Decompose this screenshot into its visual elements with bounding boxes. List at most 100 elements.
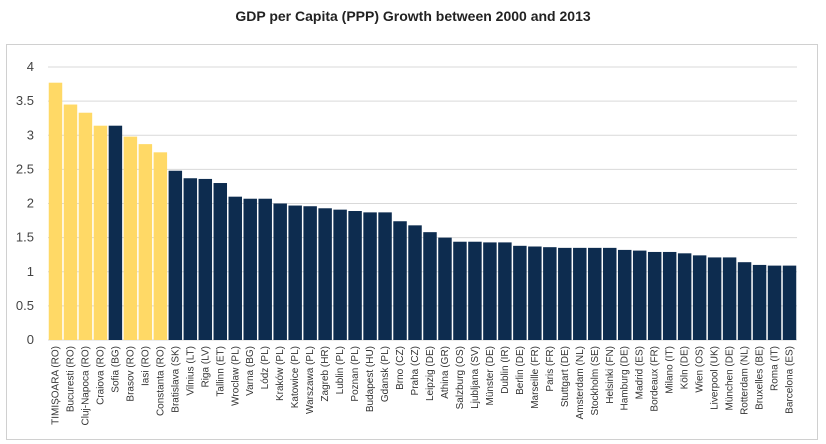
bar (752, 264, 767, 340)
bar (588, 247, 602, 340)
x-tick-label: Madrid (ES) (635, 346, 646, 399)
bar (318, 208, 332, 340)
x-tick-label: Constanta (RO) (155, 346, 166, 416)
x-tick-label: Rotterdam (NL) (740, 346, 751, 415)
x-tick-label: Leipzig (DE) (425, 346, 436, 401)
bar (198, 178, 213, 340)
x-tick-label: Bordeaux (FR) (650, 346, 661, 412)
bar (647, 251, 662, 340)
x-tick-label: Vilnius (LT) (185, 346, 196, 396)
y-tick-label: 2.5 (16, 161, 34, 176)
y-tick-label: 0 (27, 332, 34, 347)
x-tick-label: Stockholm (SE) (590, 346, 601, 415)
bar (423, 232, 437, 340)
bar (168, 170, 183, 340)
chart-title: GDP per Capita (PPP) Growth between 2000… (235, 8, 591, 24)
bar (603, 247, 617, 340)
bar (153, 152, 168, 340)
bar (513, 245, 527, 340)
bar (393, 221, 407, 340)
x-tick-label: Stuttgart (DE) (560, 346, 571, 407)
x-tick-label: Kraków (PL) (275, 346, 286, 401)
x-tick-label: Craiova (RO) (95, 346, 106, 405)
bar (138, 144, 153, 340)
x-tick-label: Bucuresti (RO) (65, 346, 76, 412)
bar (498, 242, 512, 340)
bar (243, 198, 257, 340)
bar (722, 257, 737, 340)
x-tick-label: TIMIȘOARA (RO) (50, 346, 61, 425)
bar (48, 82, 63, 340)
x-tick-label: Budapest (HU) (365, 346, 376, 412)
x-tick-label: Athina (GR) (440, 346, 451, 399)
bar (258, 198, 272, 340)
y-tick-label: 1 (27, 264, 34, 279)
bar (303, 206, 317, 340)
chart-frame (6, 44, 818, 440)
x-tick-label: Varna (BG) (245, 346, 256, 396)
bar (363, 212, 377, 340)
y-tick-label: 0.5 (16, 298, 34, 313)
bar (228, 196, 242, 340)
bar (558, 247, 572, 340)
y-tick-label: 2 (27, 196, 34, 211)
x-tick-label: Bruxelles (BE) (755, 346, 766, 410)
bar (782, 265, 797, 340)
x-tick-label: Berlin (DE) (515, 346, 526, 395)
bar (543, 247, 557, 340)
x-tick-label: Köln (DE) (680, 346, 691, 389)
x-tick-label: Barcelona (ES) (785, 346, 796, 414)
x-tick-label: Wroclaw (PL) (230, 346, 241, 406)
bar (123, 136, 138, 340)
x-tick-label: München (DE) (725, 346, 736, 410)
x-tick-label: Lublin (PL) (335, 346, 346, 394)
x-tick-label: Wien (OS) (695, 346, 706, 393)
x-tick-label: Ljubljana (SV) (470, 346, 481, 409)
bar (273, 203, 287, 340)
bar (632, 250, 647, 340)
x-tick-label: Milano (IT) (665, 346, 676, 394)
x-tick-label: Lódz (PL) (260, 346, 271, 389)
x-tick-label: Salzburg (OS) (455, 346, 466, 409)
x-tick-label: Paris (FR) (545, 346, 556, 392)
bar (737, 262, 752, 340)
x-tick-label: Münster (DE) (485, 346, 496, 405)
x-tick-label: Katowice (PL) (290, 346, 301, 408)
x-tick-label: Amsterdam (NL) (575, 346, 586, 419)
x-tick-label: Brno (CZ) (395, 346, 406, 390)
x-tick-label: Gdansk (PL) (380, 346, 391, 402)
bar (767, 265, 782, 340)
bar (528, 246, 542, 340)
x-tick-label: Hamburg (DE) (620, 346, 631, 410)
x-tick-label: Marseille (FR) (530, 346, 541, 409)
bar (213, 183, 228, 340)
y-tick-label: 3 (27, 127, 34, 142)
x-tick-label: Warszawa (PL) (305, 346, 316, 414)
bar (183, 178, 198, 340)
bar (408, 225, 422, 340)
x-tick-label: Riga (LV) (200, 346, 211, 388)
x-tick-label: Dublin (IR) (500, 346, 511, 394)
bar (78, 112, 93, 340)
y-tick-label: 1.5 (16, 230, 34, 245)
bar (378, 212, 392, 340)
x-tick-label: Poznan (PL) (350, 346, 361, 402)
bar (288, 205, 302, 340)
x-tick-label: Zagreb (HR) (320, 346, 331, 402)
bar (573, 247, 587, 340)
y-tick-label: 3.5 (16, 93, 34, 108)
x-tick-label: Roma (IT) (770, 346, 781, 391)
bar (677, 253, 692, 340)
bar (63, 104, 78, 340)
bar (333, 209, 347, 340)
bar (93, 125, 108, 340)
x-tick-label: Tallinn (ET) (215, 346, 226, 397)
bar (108, 125, 123, 340)
x-tick-label: Liverpool (UK) (710, 346, 721, 410)
x-tick-label: Brasov (RO) (125, 346, 136, 402)
x-tick-label: Sofia (BG) (110, 346, 121, 393)
y-tick-label: 4 (27, 59, 34, 74)
bar (453, 241, 467, 340)
bar (468, 241, 482, 340)
